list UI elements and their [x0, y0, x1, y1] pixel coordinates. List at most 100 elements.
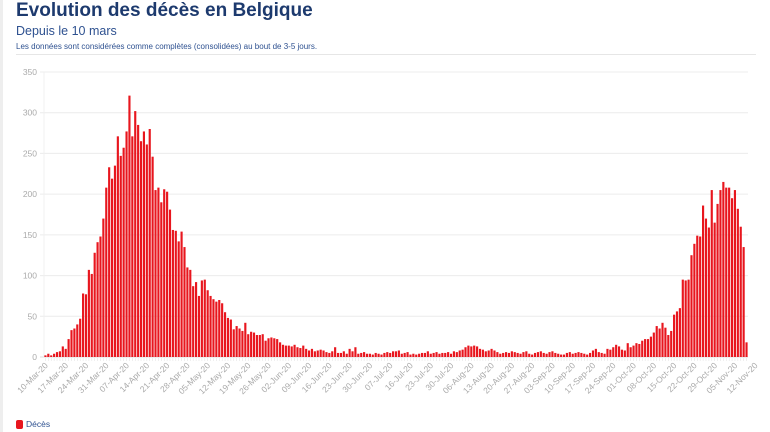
bar[interactable]	[542, 352, 545, 357]
bar[interactable]	[365, 353, 369, 357]
bar[interactable]	[67, 339, 70, 357]
bar[interactable]	[50, 355, 53, 357]
bar[interactable]	[79, 318, 82, 357]
bar[interactable]	[128, 95, 131, 358]
bar[interactable]	[273, 338, 276, 357]
bar[interactable]	[452, 351, 455, 357]
bar[interactable]	[374, 352, 377, 357]
bar[interactable]	[441, 352, 444, 357]
bar[interactable]	[307, 350, 311, 357]
bar[interactable]	[733, 190, 737, 357]
bar[interactable]	[82, 293, 85, 357]
bar[interactable]	[58, 351, 61, 357]
bar[interactable]	[200, 280, 203, 357]
bar[interactable]	[302, 345, 305, 357]
bar[interactable]	[166, 191, 169, 357]
bar[interactable]	[189, 269, 192, 357]
bar[interactable]	[635, 343, 638, 357]
bar[interactable]	[539, 351, 542, 357]
bar[interactable]	[493, 350, 496, 357]
bar[interactable]	[623, 350, 626, 357]
bar[interactable]	[163, 189, 166, 357]
bar[interactable]	[728, 187, 731, 357]
bar[interactable]	[560, 354, 563, 357]
bar[interactable]	[113, 165, 117, 357]
bar[interactable]	[180, 231, 183, 357]
bar[interactable]	[84, 294, 88, 357]
bar[interactable]	[99, 236, 102, 357]
bar[interactable]	[681, 279, 684, 357]
bar[interactable]	[426, 351, 429, 357]
bar[interactable]	[116, 136, 119, 357]
bar[interactable]	[594, 348, 597, 357]
bar[interactable]	[339, 352, 343, 357]
bar[interactable]	[716, 203, 719, 357]
bar[interactable]	[606, 348, 609, 357]
bar[interactable]	[397, 350, 400, 357]
bar[interactable]	[215, 301, 218, 357]
bar[interactable]	[235, 326, 238, 357]
bar[interactable]	[418, 353, 421, 357]
bar[interactable]	[363, 352, 366, 357]
bar[interactable]	[357, 353, 360, 357]
bar[interactable]	[484, 351, 487, 357]
bar[interactable]	[617, 346, 621, 357]
bar[interactable]	[423, 352, 427, 357]
bar[interactable]	[589, 352, 592, 357]
bar[interactable]	[710, 190, 713, 357]
bar[interactable]	[287, 345, 290, 357]
bar[interactable]	[281, 344, 285, 357]
bar[interactable]	[513, 352, 516, 357]
bar[interactable]	[438, 353, 441, 357]
bar[interactable]	[87, 269, 90, 357]
bar[interactable]	[348, 348, 351, 357]
bar[interactable]	[360, 352, 363, 357]
bar[interactable]	[354, 347, 357, 357]
bar[interactable]	[510, 351, 513, 357]
bar[interactable]	[557, 353, 560, 357]
bar[interactable]	[548, 352, 551, 357]
bar[interactable]	[90, 273, 93, 357]
bar[interactable]	[487, 350, 490, 357]
bar[interactable]	[470, 346, 473, 357]
bar[interactable]	[319, 349, 322, 357]
bar[interactable]	[293, 344, 296, 357]
bar[interactable]	[244, 322, 247, 357]
bar[interactable]	[261, 334, 264, 357]
bar[interactable]	[516, 352, 519, 357]
bar[interactable]	[580, 352, 583, 357]
bar[interactable]	[646, 339, 650, 357]
bar[interactable]	[644, 339, 647, 357]
bar[interactable]	[380, 354, 383, 357]
bar[interactable]	[713, 222, 716, 357]
bar[interactable]	[458, 350, 461, 357]
bar[interactable]	[678, 308, 681, 357]
bar[interactable]	[218, 300, 221, 357]
bar[interactable]	[400, 353, 403, 357]
bar[interactable]	[412, 353, 415, 357]
bar[interactable]	[96, 242, 99, 357]
bar[interactable]	[641, 340, 644, 357]
bar[interactable]	[389, 352, 392, 357]
bar[interactable]	[241, 330, 244, 357]
bar[interactable]	[667, 335, 670, 357]
bar[interactable]	[525, 351, 528, 357]
bar[interactable]	[316, 350, 319, 357]
bar[interactable]	[531, 354, 534, 357]
bar[interactable]	[455, 352, 458, 357]
bar[interactable]	[122, 147, 125, 357]
bar[interactable]	[707, 227, 710, 357]
bar[interactable]	[73, 328, 76, 358]
bar[interactable]	[603, 353, 606, 357]
bar[interactable]	[415, 354, 418, 357]
bar[interactable]	[684, 280, 687, 357]
bar[interactable]	[61, 346, 64, 357]
bar[interactable]	[652, 332, 655, 357]
bar[interactable]	[276, 339, 279, 357]
bar[interactable]	[105, 187, 108, 357]
bar[interactable]	[545, 353, 548, 357]
bar[interactable]	[664, 327, 667, 357]
bar[interactable]	[675, 311, 679, 357]
bar[interactable]	[655, 326, 658, 357]
bar[interactable]	[620, 349, 624, 357]
